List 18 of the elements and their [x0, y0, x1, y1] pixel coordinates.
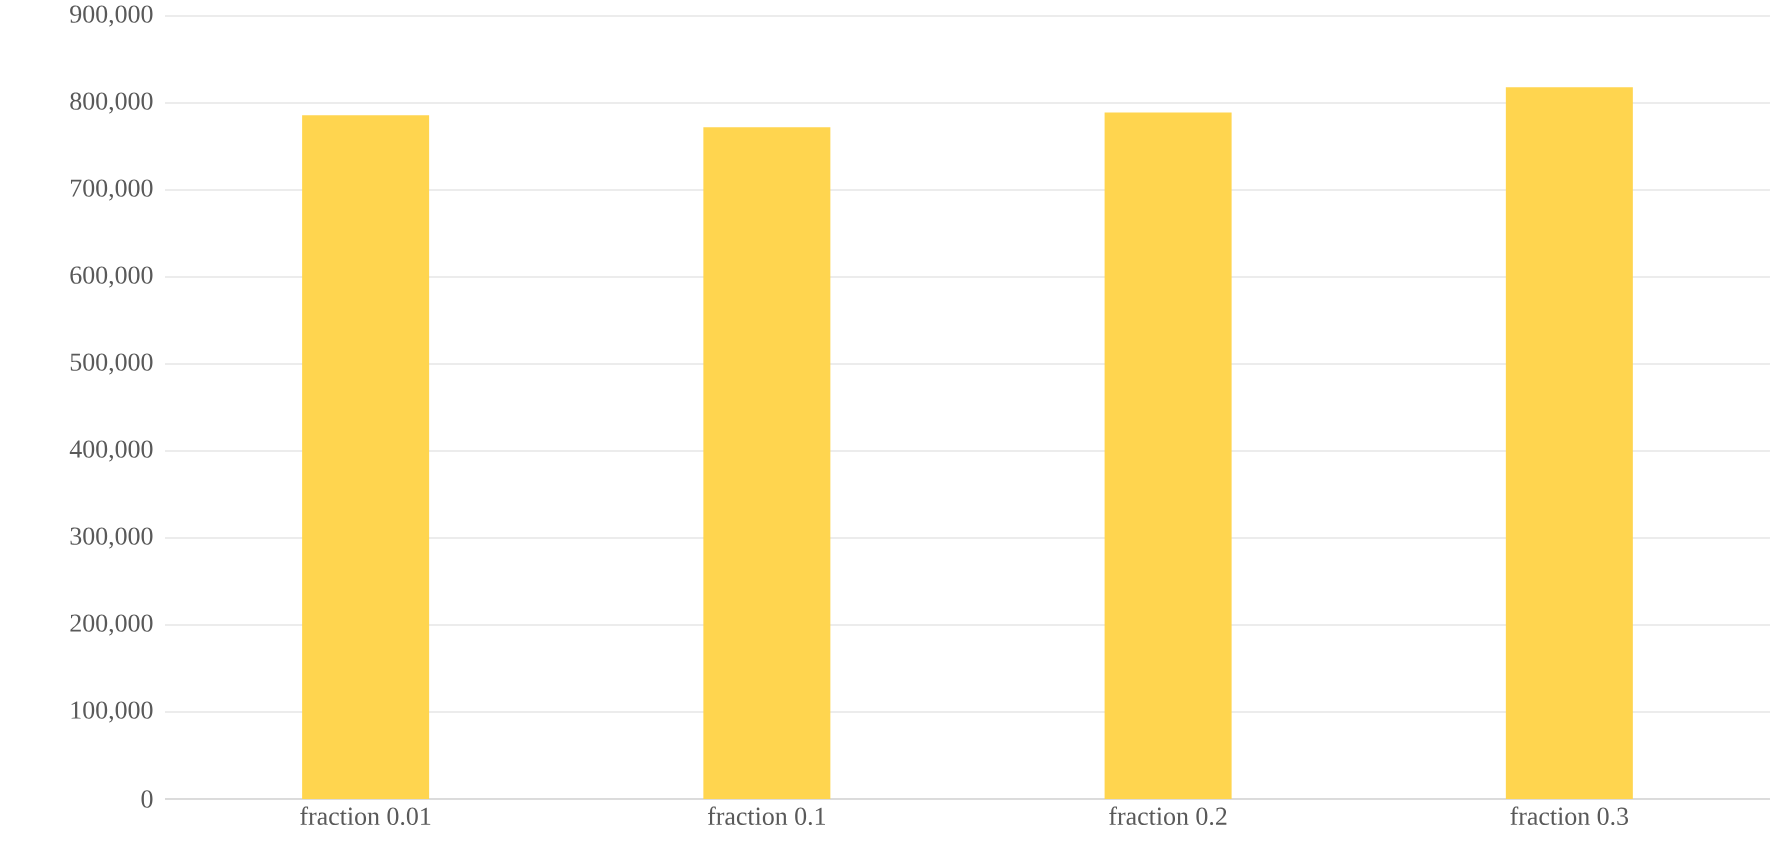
x-tick-label: fraction 0.2 [1109, 806, 1227, 826]
y-tick-label: 100,000 [71, 701, 153, 723]
bar [703, 127, 831, 799]
bar [302, 115, 430, 799]
y-tick-label: 0 [141, 790, 153, 808]
x-tick-label: fraction 0.1 [707, 806, 825, 826]
y-tick-label: 200,000 [70, 614, 153, 636]
bar [1104, 112, 1232, 799]
y-tick-label: 300,000 [70, 527, 153, 549]
y-tick-label: 900,000 [70, 5, 153, 27]
bar [1505, 87, 1633, 799]
y-tick-label: 800,000 [70, 92, 153, 114]
y-tick-label: 700,000 [71, 179, 153, 201]
y-tick-label: 400,000 [69, 440, 153, 462]
y-tick-label: 500,000 [70, 353, 153, 375]
x-tick-label: fraction 0.3 [1510, 806, 1629, 826]
y-tick-label: 600,000 [70, 266, 153, 288]
x-tick-label: fraction 0.01 [300, 806, 431, 826]
